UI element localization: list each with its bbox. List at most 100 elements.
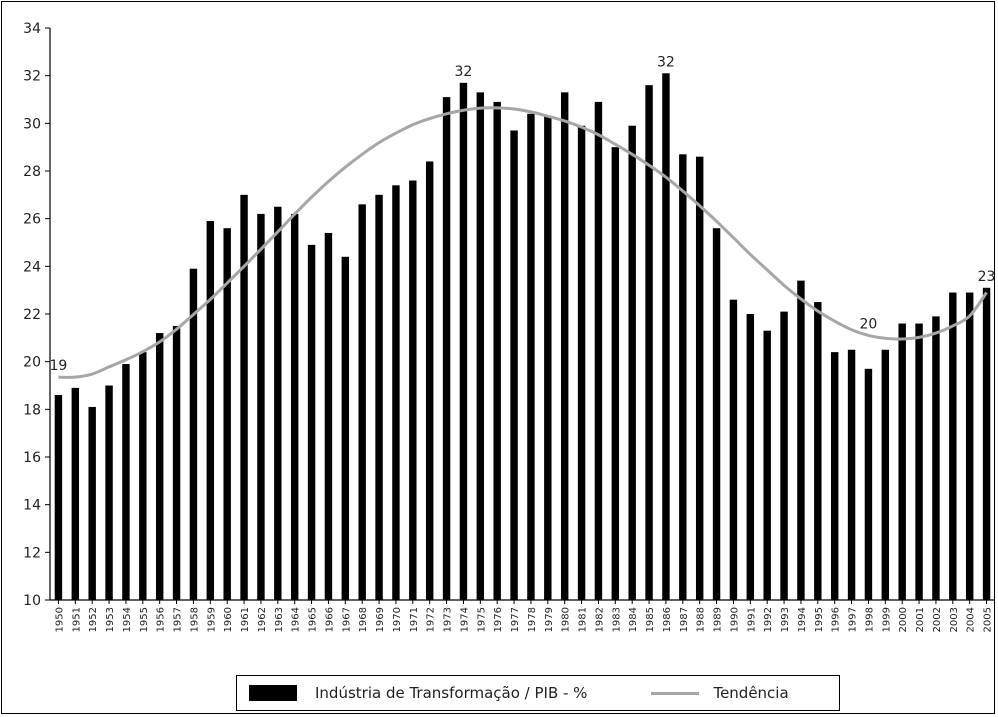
y-tick-label: 28 xyxy=(23,164,41,180)
bar xyxy=(257,213,265,600)
legend-item-bars: Indústria de Transformação / PIB - % xyxy=(237,684,587,702)
x-tick-label: 1953 xyxy=(105,607,116,632)
y-tick-label: 20 xyxy=(23,355,41,371)
x-tick-label: 1964 xyxy=(291,607,302,632)
data-label: 20 xyxy=(860,316,878,332)
bar xyxy=(409,180,417,601)
bar xyxy=(662,73,670,601)
x-tick-label: 1979 xyxy=(544,607,555,632)
bar xyxy=(155,333,164,600)
bar xyxy=(645,85,653,600)
bar xyxy=(881,349,890,600)
bar xyxy=(577,125,586,600)
data-annotations: 19 32 32 20 23 xyxy=(50,54,996,374)
x-tick-label: 1968 xyxy=(358,607,369,632)
x-tick-label: 2002 xyxy=(932,607,943,632)
bar xyxy=(594,101,603,600)
x-tick-label: 1974 xyxy=(459,607,470,632)
bar xyxy=(797,280,805,600)
trend-line xyxy=(58,106,988,379)
legend-line-swatch xyxy=(651,691,700,695)
x-tick-label: 1966 xyxy=(324,607,335,632)
x-tick-label: 1999 xyxy=(881,607,892,632)
x-tick-label: 1960 xyxy=(223,607,234,632)
legend-line-label: Tendência xyxy=(713,684,789,702)
bar xyxy=(493,101,501,600)
data-label: 32 xyxy=(657,54,675,70)
bar xyxy=(763,330,771,600)
bar xyxy=(949,292,957,600)
bar xyxy=(290,213,299,600)
bar xyxy=(172,325,181,600)
bar xyxy=(628,125,636,600)
x-tick-label: 1965 xyxy=(308,607,319,632)
y-tick-label: 16 xyxy=(23,450,41,466)
bar xyxy=(71,387,80,600)
bar xyxy=(898,323,906,600)
x-tick-label: 1988 xyxy=(696,607,707,632)
bar xyxy=(712,228,721,600)
x-tick-label: 1977 xyxy=(510,607,521,632)
x-tick-label: 1997 xyxy=(848,607,859,632)
y-tick-label: 32 xyxy=(23,69,41,85)
bar xyxy=(679,154,687,601)
x-tick-label: 1995 xyxy=(814,607,825,632)
x-tick-label: 1970 xyxy=(392,607,403,632)
bar xyxy=(915,323,923,600)
x-tick-label: 1952 xyxy=(88,607,99,632)
x-tick-label: 1985 xyxy=(645,607,656,632)
x-tick-label: 1950 xyxy=(54,607,65,632)
x-tick-label: 1978 xyxy=(527,607,538,632)
bar xyxy=(932,316,940,600)
bar xyxy=(510,130,518,600)
x-tick-label: 1961 xyxy=(240,607,251,632)
data-label: 32 xyxy=(455,64,473,80)
bar xyxy=(425,161,434,600)
y-tick-label: 24 xyxy=(23,259,41,275)
y-axis: 10 12 14 16 18 20 22 24 26 28 30 32 34 xyxy=(23,21,51,609)
x-tick-label: 1990 xyxy=(729,607,740,632)
y-tick-label: 30 xyxy=(23,116,41,132)
x-tick-label: 1987 xyxy=(679,607,690,632)
bar xyxy=(830,352,839,600)
bar xyxy=(814,302,822,600)
bar xyxy=(88,406,96,600)
y-tick-label: 22 xyxy=(23,307,41,323)
bar xyxy=(375,194,383,601)
y-tick-label: 10 xyxy=(23,593,41,609)
x-tick-label: 1956 xyxy=(156,607,167,632)
x-tick-label: 1957 xyxy=(173,607,184,632)
bar xyxy=(544,116,552,600)
y-tick-label: 34 xyxy=(23,21,41,37)
x-tick-label: 1982 xyxy=(594,607,605,632)
bar xyxy=(560,92,569,600)
x-tick-label: 1994 xyxy=(797,607,808,632)
bar xyxy=(189,268,198,600)
x-axis: 1950 1951 1952 1953 1954 1955 1956 1957 1958 1959… xyxy=(50,599,995,632)
x-tick-label: 1955 xyxy=(139,607,150,632)
y-tick-label: 26 xyxy=(23,212,41,228)
x-tick-label: 1973 xyxy=(443,607,454,632)
bar xyxy=(864,368,873,600)
x-tick-label: 1981 xyxy=(578,607,589,632)
x-tick-label: 2001 xyxy=(915,607,926,632)
bar xyxy=(139,352,147,600)
x-tick-label: 1983 xyxy=(611,607,622,632)
x-tick-label: 2000 xyxy=(898,607,909,632)
x-tick-label: 1998 xyxy=(864,607,875,632)
bar xyxy=(240,194,248,601)
x-tick-label: 1969 xyxy=(375,607,386,632)
x-tick-label: 2003 xyxy=(949,607,960,632)
bar xyxy=(527,113,535,601)
x-tick-label: 1993 xyxy=(780,607,791,632)
bar xyxy=(392,185,400,601)
bar xyxy=(965,292,974,600)
x-tick-label: 1996 xyxy=(831,607,842,632)
x-tick-label: 1971 xyxy=(409,607,420,632)
x-tick-label: 1954 xyxy=(122,607,133,632)
x-tick-label: 1963 xyxy=(274,607,285,632)
x-tick-label: 1991 xyxy=(746,607,757,632)
x-tick-label: 1959 xyxy=(206,607,217,632)
bar xyxy=(307,244,316,600)
